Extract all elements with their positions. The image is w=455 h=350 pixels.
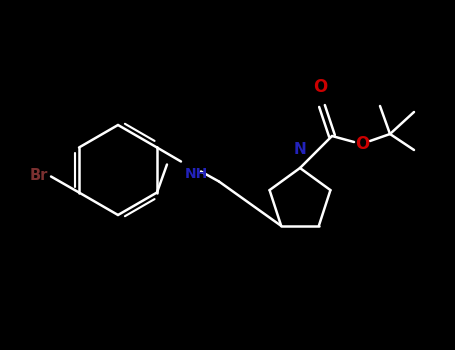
Text: O: O xyxy=(355,135,369,153)
Text: Br: Br xyxy=(30,168,48,183)
Text: NH: NH xyxy=(185,168,208,182)
Text: O: O xyxy=(313,78,327,96)
Text: N: N xyxy=(293,142,306,157)
